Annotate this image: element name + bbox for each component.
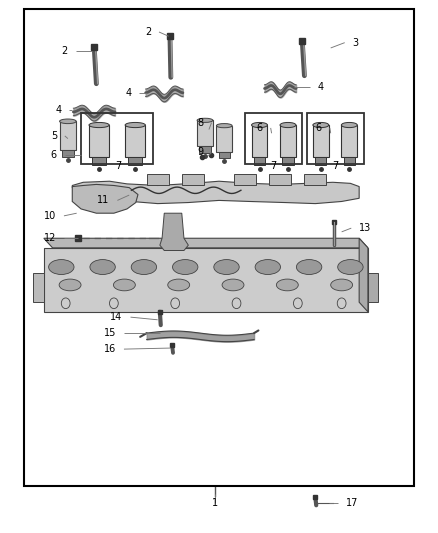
Ellipse shape [197, 118, 213, 123]
Bar [216, 126, 232, 151]
Ellipse shape [90, 260, 115, 274]
Polygon shape [72, 181, 359, 204]
Bar [219, 151, 230, 158]
Ellipse shape [341, 123, 357, 127]
Bar [344, 157, 355, 165]
Bar [254, 157, 265, 165]
Text: 4: 4 [318, 83, 324, 92]
Bar [199, 146, 211, 152]
Bar [62, 150, 74, 157]
Bar [251, 125, 268, 157]
Ellipse shape [255, 260, 280, 274]
Text: 15: 15 [104, 328, 116, 338]
Ellipse shape [173, 260, 198, 274]
Ellipse shape [113, 279, 135, 291]
Bar [147, 174, 169, 185]
Bar [33, 273, 44, 302]
Text: 3: 3 [353, 38, 359, 47]
Bar [182, 174, 204, 185]
Text: 4: 4 [125, 88, 131, 98]
Ellipse shape [59, 279, 81, 291]
Text: 2: 2 [145, 27, 151, 37]
Bar [125, 125, 145, 157]
Ellipse shape [251, 123, 268, 127]
Text: 6: 6 [51, 150, 57, 159]
Bar [341, 125, 357, 157]
Ellipse shape [89, 123, 109, 127]
Polygon shape [160, 213, 188, 251]
Text: 13: 13 [359, 223, 371, 233]
Polygon shape [44, 238, 368, 248]
Ellipse shape [331, 279, 353, 291]
Ellipse shape [49, 260, 74, 274]
Bar [44, 248, 368, 312]
Text: 7: 7 [332, 161, 338, 171]
Bar [245, 113, 302, 164]
Bar [60, 122, 76, 150]
Text: 4: 4 [55, 106, 61, 115]
Ellipse shape [313, 123, 329, 127]
Ellipse shape [125, 123, 145, 127]
Text: 17: 17 [346, 498, 358, 507]
Bar [234, 174, 256, 185]
Ellipse shape [276, 279, 298, 291]
Text: 7: 7 [271, 161, 277, 171]
Bar [269, 174, 291, 185]
Text: 16: 16 [104, 344, 116, 354]
Ellipse shape [168, 279, 190, 291]
Ellipse shape [280, 123, 296, 127]
Ellipse shape [214, 260, 239, 274]
Bar [280, 125, 296, 157]
Ellipse shape [222, 279, 244, 291]
Text: 6: 6 [316, 123, 322, 133]
Bar [313, 125, 329, 157]
Bar [89, 125, 109, 157]
Text: 5: 5 [51, 131, 57, 141]
Polygon shape [359, 238, 368, 312]
Bar [128, 157, 142, 165]
Text: 10: 10 [44, 211, 56, 221]
Bar [92, 157, 106, 165]
Ellipse shape [338, 260, 363, 274]
Ellipse shape [216, 124, 232, 128]
Polygon shape [72, 184, 138, 213]
Text: 7: 7 [115, 161, 121, 171]
Bar [368, 273, 378, 302]
Text: 8: 8 [198, 118, 204, 127]
Text: 11: 11 [97, 196, 110, 205]
Bar [81, 113, 153, 164]
Text: 9: 9 [198, 148, 204, 157]
Text: 1: 1 [212, 498, 218, 507]
Ellipse shape [297, 260, 322, 274]
Bar [304, 174, 326, 185]
Bar [315, 157, 326, 165]
Bar [197, 120, 213, 146]
Text: 2: 2 [62, 46, 68, 55]
Bar [283, 157, 293, 165]
Text: 6: 6 [257, 123, 263, 133]
Bar [24, 9, 414, 486]
Ellipse shape [131, 260, 157, 274]
Bar [307, 113, 364, 164]
Text: 14: 14 [110, 312, 123, 322]
Ellipse shape [60, 119, 76, 124]
Text: 12: 12 [44, 233, 56, 243]
